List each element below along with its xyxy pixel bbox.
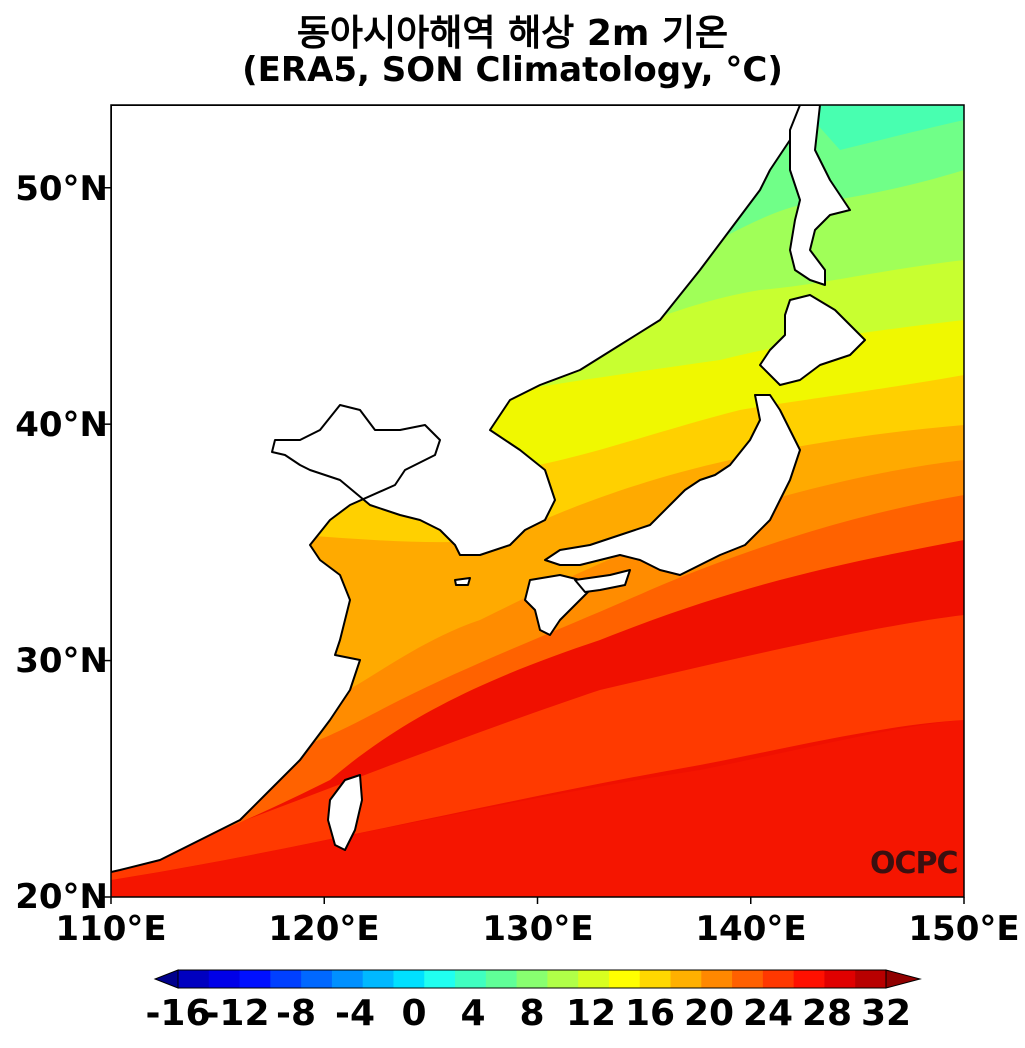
colorbar-tick-label: 20 xyxy=(683,993,735,1034)
colorbar-segment xyxy=(393,970,425,988)
colorbar-segment xyxy=(239,970,271,988)
colorbar-tick-label: -16 xyxy=(145,993,211,1034)
colorbar-tick-label: 4 xyxy=(460,993,486,1034)
colorbar-tick-label: 32 xyxy=(860,993,912,1034)
colorbar-tick-label: -8 xyxy=(276,993,316,1034)
lat-label-40n: 40°N xyxy=(15,405,108,445)
colorbar-extend-high xyxy=(885,969,922,989)
colorbar-extend-low xyxy=(153,969,179,989)
colorbar-segment xyxy=(301,970,333,988)
lon-label-140e: 140°E xyxy=(695,909,807,949)
colorbar-tick-label: -4 xyxy=(335,993,375,1034)
colorbar-segment xyxy=(485,970,518,988)
axis-ticks xyxy=(104,186,965,904)
colorbar-segment xyxy=(270,970,302,988)
lon-label-130e: 130°E xyxy=(482,909,594,949)
lon-label-150e: 150°E xyxy=(908,909,1020,949)
colorbar-tick-label: 12 xyxy=(565,993,617,1034)
colorbar-segment xyxy=(639,970,672,988)
colorbar-segment xyxy=(608,970,641,988)
colorbar-tick-label: 16 xyxy=(624,993,676,1034)
colorbar-tick-label: 24 xyxy=(742,993,794,1034)
colorbar-segment xyxy=(855,970,887,988)
colorbar-segment xyxy=(670,970,702,988)
temperature-field xyxy=(111,105,964,897)
colorbar-segment xyxy=(824,970,856,988)
map-subtitle: (ERA5, SON Climatology, °C) xyxy=(242,50,783,90)
lon-label-120e: 120°E xyxy=(268,909,380,949)
colorbar-frame xyxy=(177,969,887,989)
colorbar xyxy=(153,969,922,989)
colorbar-segment xyxy=(701,970,733,988)
colorbar-segment xyxy=(178,970,210,988)
colorbar-tick-label: 28 xyxy=(801,993,853,1034)
map-title: 동아시아해역 해상 2m 기온 xyxy=(296,13,729,54)
colorbar-segment xyxy=(516,970,548,988)
colorbar-segment xyxy=(331,970,364,988)
colorbar-segment xyxy=(578,970,610,988)
lat-label-30n: 30°N xyxy=(15,641,108,681)
colorbar-segment xyxy=(362,970,394,988)
colorbar-segment xyxy=(793,970,825,988)
colorbar-segment xyxy=(424,970,456,988)
colorbar-tick-label: 0 xyxy=(401,993,427,1034)
ocpc-logo: OCPC xyxy=(870,846,959,881)
lat-label-50n: 50°N xyxy=(15,169,108,209)
colorbar-tick-label: -12 xyxy=(204,993,270,1034)
colorbar-segment xyxy=(732,970,764,988)
land-mass xyxy=(111,105,866,873)
colorbar-segment xyxy=(762,970,795,988)
lat-label-20n: 20°N xyxy=(15,877,108,917)
colorbar-segment xyxy=(455,970,487,988)
colorbar-segment xyxy=(547,970,579,988)
colorbar-tick-label: 8 xyxy=(519,993,545,1034)
lon-label-110e: 110°E xyxy=(55,909,167,949)
colorbar-segment xyxy=(208,970,241,988)
